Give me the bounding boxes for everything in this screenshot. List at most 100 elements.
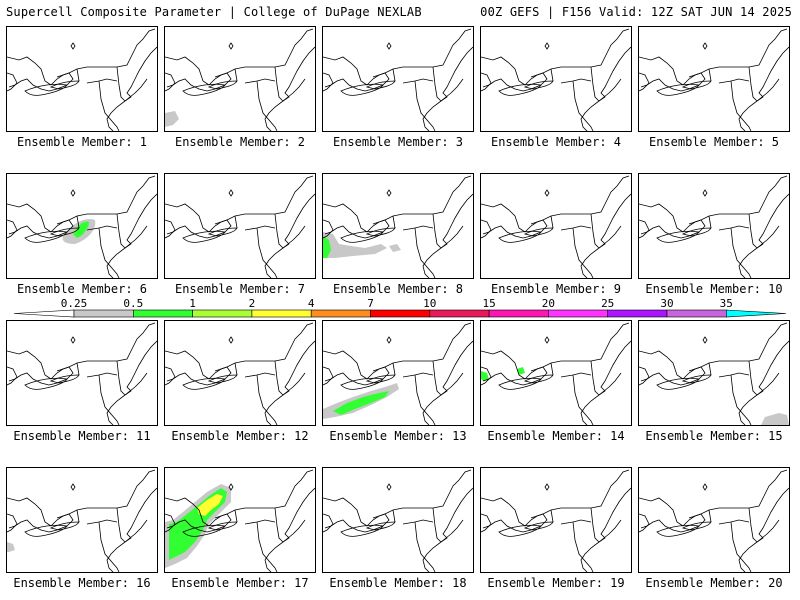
map-boundary-line <box>708 360 780 425</box>
map-boundary-line <box>708 213 780 278</box>
station-marker-icon <box>544 483 550 491</box>
map-boundary-line <box>264 193 315 278</box>
map-boundary-line <box>481 56 548 92</box>
lake-outline <box>498 377 542 390</box>
map-boundary-line <box>738 46 789 131</box>
scp-shaded-area <box>197 494 223 516</box>
base-map <box>481 469 631 572</box>
map-boundary-line <box>323 513 334 533</box>
lake-outline <box>681 521 712 531</box>
map-boundary-line <box>708 507 780 572</box>
map-boundary-line <box>550 213 622 278</box>
base-map <box>639 469 789 572</box>
ensemble-member-label: Ensemble Member: 3 <box>332 135 464 149</box>
map-boundary-line <box>550 507 622 572</box>
color-scale-segment <box>370 309 431 318</box>
station-marker-icon <box>70 189 76 197</box>
ensemble-member-label: Ensemble Member: 2 <box>174 135 306 149</box>
map-boundary-line <box>639 513 650 533</box>
map-boundary-line <box>738 487 789 572</box>
map-boundary-line <box>481 219 492 239</box>
ensemble-member-map <box>6 320 158 426</box>
lake-outline <box>365 521 396 531</box>
station-marker-icon <box>702 42 708 50</box>
ensemble-member-label: Ensemble Member: 13 <box>329 429 467 443</box>
map-boundary-line <box>639 366 650 386</box>
map-boundary-line <box>639 350 706 386</box>
map-boundary-line <box>530 469 630 519</box>
lake-outline <box>681 227 712 237</box>
lake-outline <box>24 524 68 537</box>
map-boundary-line <box>422 46 473 131</box>
ensemble-member-map <box>164 26 316 132</box>
valid-time-label: 00Z GEFS | F156 Valid: 12Z SAT JUN 14 20… <box>480 5 792 19</box>
base-map <box>639 322 789 425</box>
map-boundary-line <box>7 366 18 386</box>
map-boundary-line <box>165 350 232 386</box>
lake-outline <box>24 230 68 243</box>
map-boundary-line <box>264 46 315 131</box>
map-boundary-line <box>323 56 390 92</box>
map-boundary-line <box>530 175 630 225</box>
color-scale-tick-label: 35 <box>720 297 733 310</box>
lake-outline <box>49 521 80 531</box>
map-boundary-line <box>234 66 306 131</box>
map-boundary-line <box>76 360 148 425</box>
map-boundary-line <box>214 28 314 78</box>
lake-outline <box>207 80 238 90</box>
map-boundary-line <box>76 66 148 131</box>
lake-outline <box>365 80 396 90</box>
map-boundary-line <box>392 66 464 131</box>
ensemble-member-label: Ensemble Member: 5 <box>648 135 780 149</box>
map-boundary-line <box>481 203 548 239</box>
ensemble-member-label: Ensemble Member: 15 <box>645 429 783 443</box>
map-boundary-line <box>106 46 157 131</box>
station-marker-icon <box>228 483 234 491</box>
map-boundary-line <box>639 203 706 239</box>
lake-outline <box>24 377 68 390</box>
map-boundary-line <box>7 497 74 533</box>
base-map <box>323 469 473 572</box>
color-scale-tick-label: 7 <box>367 297 374 310</box>
map-boundary-line <box>392 507 464 572</box>
lake-outline <box>523 521 554 531</box>
color-scale-segment <box>192 309 253 318</box>
color-scale-segment <box>429 309 490 318</box>
color-scale-below-range <box>13 309 75 318</box>
map-boundary-line <box>708 66 780 131</box>
color-scale-segment <box>73 309 134 318</box>
color-scale-bar: 0.25 0.5 1 2 4 7 10 15 20 25 30 35 <box>13 297 787 318</box>
scp-shaded-area <box>333 391 389 415</box>
map-boundary-line <box>688 28 788 78</box>
base-map <box>7 322 157 425</box>
base-map <box>165 322 315 425</box>
map-boundary-line <box>392 360 464 425</box>
ensemble-member-map <box>6 26 158 132</box>
map-boundary-line <box>580 193 631 278</box>
lake-outline <box>498 83 542 96</box>
map-boundary-line <box>323 366 334 386</box>
lake-outline <box>340 230 384 243</box>
lake-outline <box>182 524 226 537</box>
lake-outline <box>656 377 700 390</box>
color-scale-segment <box>725 309 787 318</box>
ensemble-member-label: Ensemble Member: 7 <box>174 282 306 296</box>
scp-shaded-area <box>73 221 89 238</box>
lake-outline <box>523 227 554 237</box>
map-boundary-line <box>7 72 18 92</box>
station-marker-icon <box>544 336 550 344</box>
station-marker-icon <box>228 336 234 344</box>
map-boundary-line <box>56 322 156 372</box>
map-boundary-line <box>481 350 548 386</box>
map-boundary-line <box>580 487 631 572</box>
station-marker-icon <box>228 42 234 50</box>
map-boundary-line <box>7 350 74 386</box>
map-boundary-line <box>56 469 156 519</box>
ensemble-member-label: Ensemble Member: 6 <box>16 282 148 296</box>
base-map <box>165 469 315 572</box>
lake-outline <box>49 80 80 90</box>
map-boundary-line <box>76 507 148 572</box>
lake-outline <box>498 230 542 243</box>
lake-outline <box>681 374 712 384</box>
map-boundary-line <box>165 366 176 386</box>
